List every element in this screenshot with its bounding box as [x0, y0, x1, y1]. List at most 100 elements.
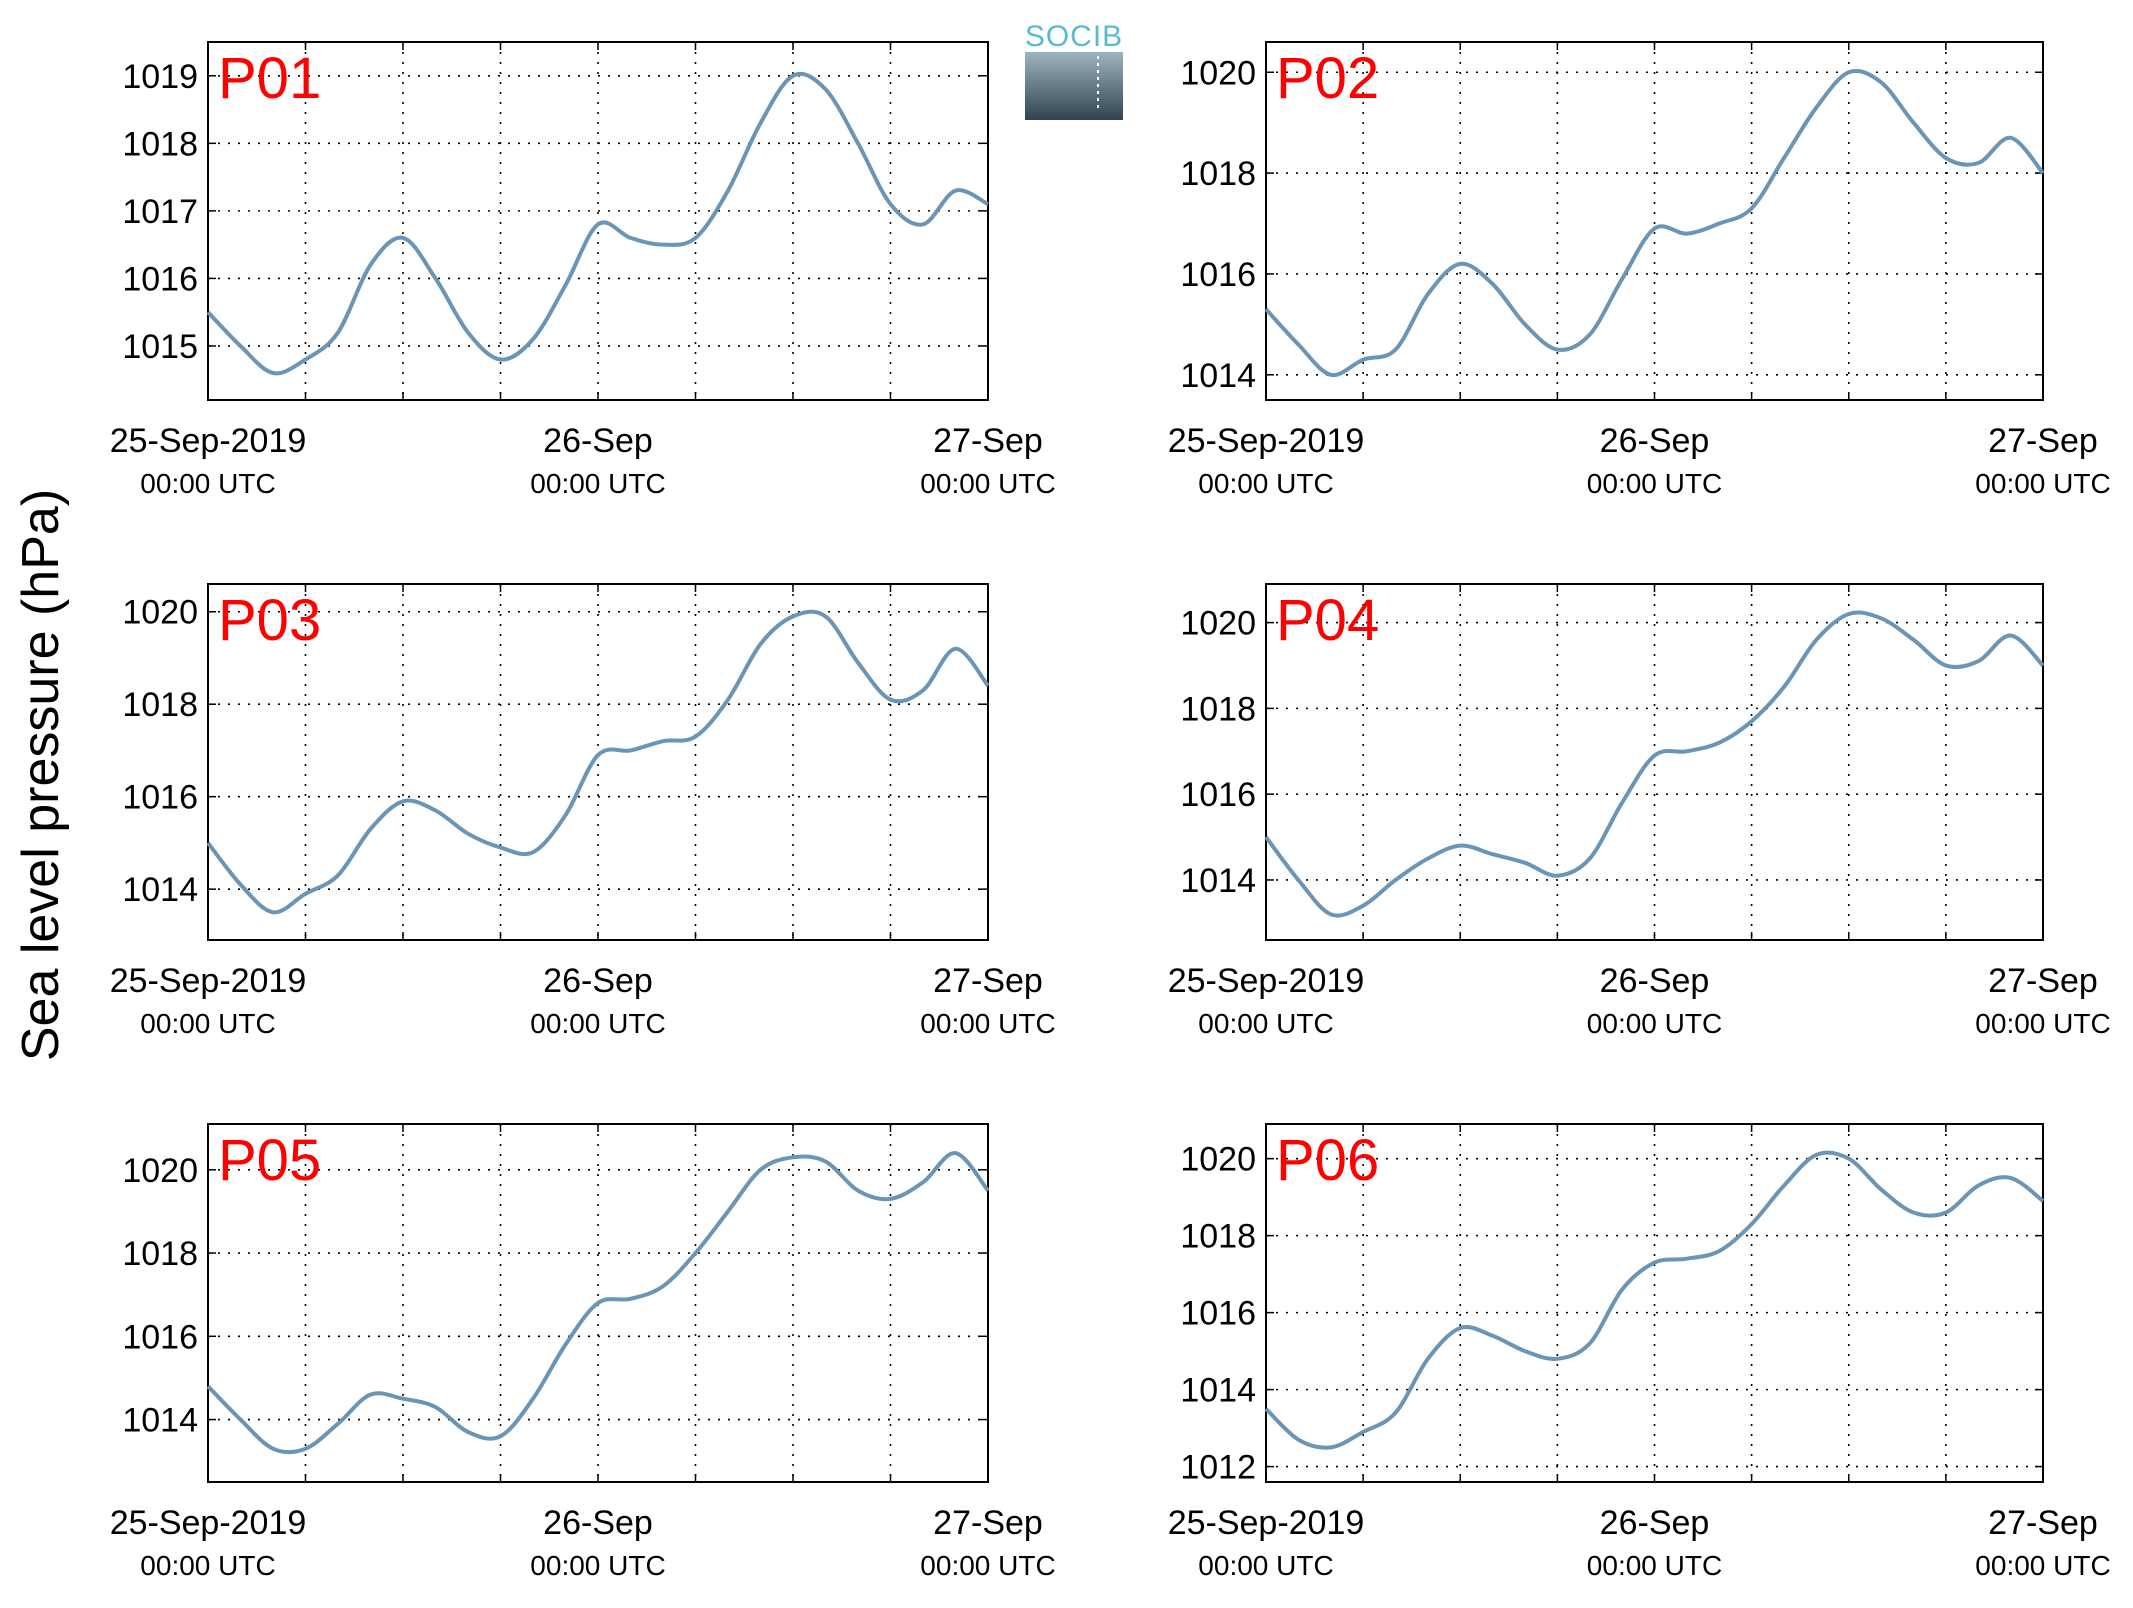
data-point [1264, 835, 1268, 839]
data-point [1653, 227, 1657, 231]
data-point [596, 222, 600, 226]
data-point [564, 1343, 568, 1347]
data-point [1588, 1341, 1592, 1345]
panel-p02: 1014 1016 1018 1020 25-Sep-2019 00:00 UTC 26-S… [1168, 41, 2111, 499]
data-point [466, 832, 470, 836]
panel-label: P01 [218, 46, 321, 111]
x-tick-label: 27-Sep [933, 1504, 1043, 1542]
data-point [1458, 1326, 1462, 1330]
data-point [1329, 373, 1333, 377]
data-point [466, 1430, 470, 1434]
data-point [824, 87, 828, 91]
y-tick-label: 1018 [1180, 155, 1256, 193]
data-point [1685, 1257, 1689, 1261]
data-point [271, 371, 275, 375]
x-tick-sublabel: 00:00 UTC [1198, 468, 1333, 499]
x-tick-label: 27-Sep [1988, 1504, 2098, 1542]
x-tick-label: 27-Sep [1988, 422, 2098, 460]
plot-area [208, 42, 988, 400]
data-point [1264, 1407, 1268, 1411]
data-point [2041, 1199, 2045, 1203]
pressure-series-line [206, 1151, 990, 1455]
data-point [1523, 861, 1527, 865]
data-point [1588, 857, 1592, 861]
data-point [1296, 1438, 1300, 1442]
data-point [369, 827, 373, 831]
x-tick-sublabel: 00:00 UTC [920, 1550, 1055, 1581]
data-point [954, 647, 958, 651]
data-point [791, 614, 795, 618]
data-point [629, 1297, 633, 1301]
y-tick-label: 1018 [1180, 1218, 1256, 1256]
y-tick-label: 1016 [1180, 776, 1256, 814]
x-tick-sublabel: 00:00 UTC [530, 468, 665, 499]
data-point [1976, 659, 1980, 663]
data-point [2009, 1176, 2013, 1180]
data-point [1620, 1288, 1624, 1292]
data-point [1782, 1184, 1786, 1188]
data-point [1944, 1211, 1948, 1215]
data-point [954, 189, 958, 193]
panel-label: P04 [1276, 588, 1379, 653]
data-point [434, 276, 438, 280]
data-point [1458, 262, 1462, 266]
x-tick-sublabel: 00:00 UTC [920, 468, 1055, 499]
panel-label: P02 [1276, 46, 1379, 111]
y-tick-label: 1014 [122, 871, 198, 909]
data-point [1782, 685, 1786, 689]
data-point [759, 642, 763, 646]
axes-frame [1265, 583, 2044, 941]
axes-frame [207, 1123, 989, 1483]
data-point [1491, 1334, 1495, 1338]
x-tick-label: 26-Sep [1600, 422, 1710, 460]
data-point [1361, 358, 1365, 362]
plot-area [1266, 42, 2043, 400]
y-tick-label: 1018 [122, 686, 198, 724]
data-point [986, 202, 990, 206]
y-tick-label: 1020 [1180, 605, 1256, 643]
data-point [206, 841, 210, 845]
data-point [499, 846, 503, 850]
data-point [1814, 106, 1818, 110]
data-point [1879, 1187, 1883, 1191]
pressure-series-line [206, 609, 990, 915]
data-point [271, 1447, 275, 1451]
data-point [531, 1397, 535, 1401]
data-point [726, 1209, 730, 1213]
data-point [1685, 749, 1689, 753]
data-point [759, 121, 763, 125]
data-point [856, 1189, 860, 1193]
y-tick-label: 1018 [1180, 690, 1256, 728]
data-point [1782, 156, 1786, 160]
x-tick-sublabel: 00:00 UTC [530, 1550, 665, 1581]
data-point [369, 1393, 373, 1397]
data-point [1296, 878, 1300, 882]
data-point [1523, 322, 1527, 326]
panel-p01: 1015 1016 1017 1018 1019 25-Sep-2019 00:00 UTC… [110, 41, 1056, 499]
data-point [401, 236, 405, 240]
data-point [1717, 741, 1721, 745]
data-point [369, 263, 373, 267]
data-point [1329, 1445, 1333, 1449]
data-point [986, 1189, 990, 1193]
x-tick-label: 26-Sep [1600, 962, 1710, 1000]
x-tick-sublabel: 00:00 UTC [1587, 468, 1722, 499]
y-tick-label: 1014 [122, 1402, 198, 1440]
data-point [1847, 70, 1851, 74]
data-point [1426, 857, 1430, 861]
panel-label: P03 [218, 588, 321, 653]
y-tick-label: 1014 [1180, 357, 1256, 395]
data-point [304, 892, 308, 896]
x-tick-sublabel: 00:00 UTC [140, 1008, 275, 1039]
data-point [401, 799, 405, 803]
data-point [1976, 161, 1980, 165]
data-point [1523, 1349, 1527, 1353]
x-tick-sublabel: 00:00 UTC [1198, 1550, 1333, 1581]
data-point [889, 698, 893, 702]
data-point [1944, 664, 1948, 668]
x-tick-label: 25-Sep-2019 [110, 1504, 307, 1542]
x-tick-label: 26-Sep [543, 962, 653, 1000]
data-point [2009, 136, 2013, 140]
panel-p05: 1014 1016 1018 1020 25-Sep-2019 00:00 UTC 26-S… [110, 1123, 1056, 1581]
